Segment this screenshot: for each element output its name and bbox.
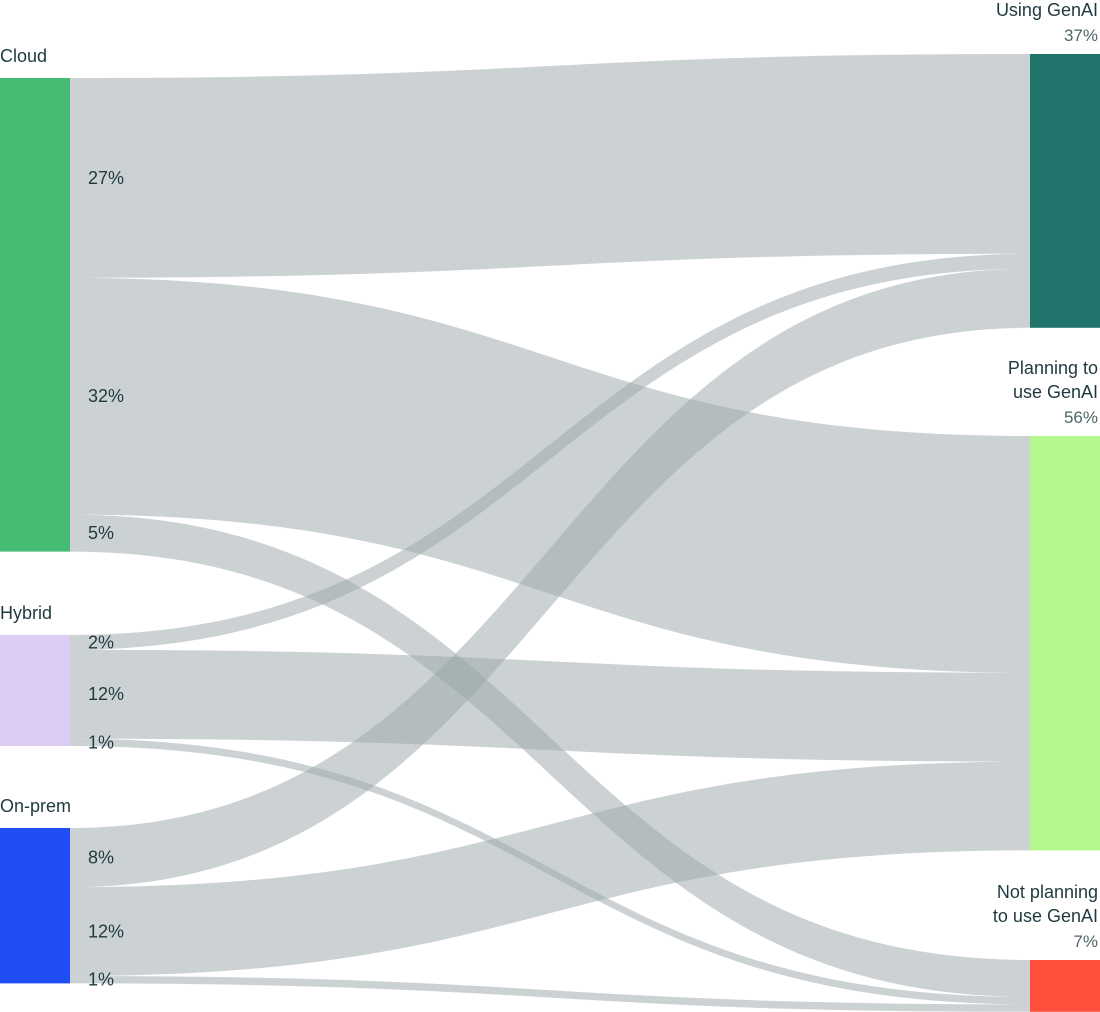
target-label-planning: Planning to use GenAI [1008, 358, 1098, 402]
target-node-using [1030, 54, 1100, 328]
target-value-not: 7% [1073, 932, 1098, 951]
source-node-hybrid [0, 635, 70, 746]
flow-onprem-to-not [70, 976, 1030, 1012]
flow-label-onprem-to-not: 1% [88, 970, 114, 990]
flow-hybrid-to-planning [70, 649, 1030, 762]
source-node-cloud [0, 78, 70, 552]
source-label-onprem: On-prem [0, 796, 71, 816]
source-label-cloud: Cloud [0, 46, 47, 66]
flow-cloud-to-not [70, 514, 1030, 997]
flow-label-hybrid-to-using: 2% [88, 632, 114, 652]
flow-hybrid-to-using [70, 253, 1030, 650]
label-layer: 27% 32% 5% 2% 12% 1% 8% 12% 1% Cloud Hybrid On-prem… [0, 0, 1098, 990]
flow-onprem-to-planning [70, 761, 1030, 976]
flow-label-hybrid-to-planning: 12% [88, 684, 124, 704]
target-label-using: Using GenAI [996, 0, 1098, 20]
source-node-onprem [0, 828, 70, 984]
flow-label-onprem-to-using: 8% [88, 848, 114, 868]
flow-label-cloud-to-not: 5% [88, 523, 114, 543]
source-label-hybrid: Hybrid [0, 603, 52, 623]
target-value-using: 37% [1064, 26, 1098, 45]
node-layer [0, 54, 1100, 1012]
flow-label-hybrid-to-not: 1% [88, 732, 114, 752]
flow-label-onprem-to-planning: 12% [88, 922, 124, 942]
target-label-not: Not planning to use GenAI [993, 882, 1098, 926]
flow-label-cloud-to-using: 27% [88, 168, 124, 188]
flow-cloud-to-using [70, 54, 1030, 278]
target-value-planning: 56% [1064, 408, 1098, 427]
flow-onprem-to-using [70, 268, 1030, 888]
flow-layer [70, 54, 1030, 1012]
target-node-planning [1030, 436, 1100, 851]
target-node-not [1030, 960, 1100, 1012]
flow-label-cloud-to-planning: 32% [88, 386, 124, 406]
flow-cloud-to-planning [70, 277, 1030, 673]
